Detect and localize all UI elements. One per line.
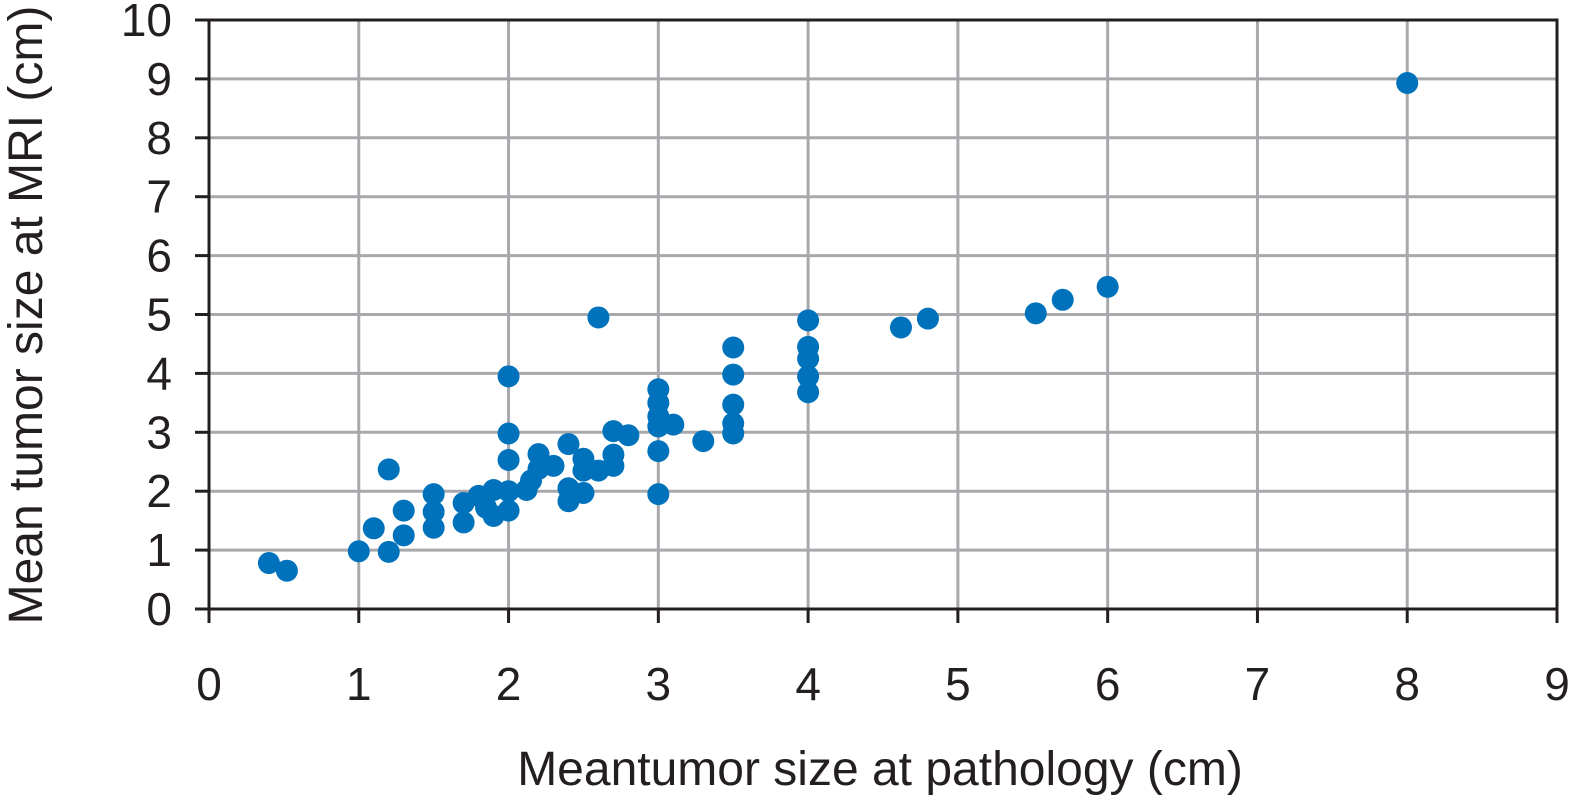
data-point xyxy=(275,559,298,582)
x-tick-label: 2 xyxy=(496,658,522,710)
x-tick-label: 6 xyxy=(1095,658,1121,710)
x-tick-label: 9 xyxy=(1544,658,1570,710)
data-point-layer xyxy=(257,72,1419,582)
data-point xyxy=(497,448,520,471)
axis-layer xyxy=(195,18,1559,623)
data-point xyxy=(1024,302,1047,325)
x-tick-label: 5 xyxy=(945,658,971,710)
data-point xyxy=(797,381,820,404)
data-point xyxy=(722,336,745,359)
x-tick-label: 0 xyxy=(196,658,222,710)
data-point xyxy=(527,443,550,466)
data-point xyxy=(797,365,820,388)
data-point xyxy=(497,365,520,388)
data-point xyxy=(647,378,670,401)
x-axis-title: Meantumor size at pathology (cm) xyxy=(517,743,1243,796)
y-tick-label: 6 xyxy=(146,230,172,282)
x-tick-label: 1 xyxy=(346,658,372,710)
data-point xyxy=(392,499,415,522)
y-tick-label: 10 xyxy=(121,0,172,46)
data-point xyxy=(722,363,745,386)
data-point xyxy=(557,433,580,456)
data-point xyxy=(797,309,820,332)
data-point xyxy=(797,335,820,358)
y-tick-label: 9 xyxy=(146,53,172,105)
data-point xyxy=(542,454,565,477)
data-point xyxy=(572,447,595,470)
data-point xyxy=(572,481,595,504)
data-point xyxy=(497,499,520,522)
data-point xyxy=(452,511,475,534)
data-point xyxy=(662,413,685,436)
grid-layer xyxy=(209,20,1557,609)
y-tick-label: 1 xyxy=(146,524,172,576)
data-point xyxy=(422,500,445,523)
data-point xyxy=(377,540,400,563)
data-point xyxy=(422,516,445,539)
data-point xyxy=(587,306,610,329)
data-point xyxy=(392,524,415,547)
x-tick-label: 3 xyxy=(646,658,672,710)
data-point xyxy=(692,430,715,453)
data-point xyxy=(362,517,385,540)
data-point xyxy=(377,458,400,481)
x-tick-label: 8 xyxy=(1394,658,1420,710)
y-tick-label: 3 xyxy=(146,406,172,458)
data-point xyxy=(602,443,625,466)
data-point xyxy=(347,540,370,563)
data-point xyxy=(1096,275,1119,298)
data-point xyxy=(916,307,939,330)
data-point xyxy=(497,422,520,445)
y-tick-label: 8 xyxy=(146,112,172,164)
data-point xyxy=(422,483,445,506)
tick-label-layer: 0 1 2 3 4 5 6 7 8 9 0 1 2 3 4 5 6 7 8 9 10 xyxy=(121,0,1570,710)
y-tick-label: 2 xyxy=(146,465,172,517)
data-point xyxy=(257,552,280,575)
data-point xyxy=(617,424,640,447)
data-point xyxy=(497,480,520,503)
x-tick-label: 7 xyxy=(1245,658,1271,710)
data-point xyxy=(722,393,745,416)
y-tick-label: 7 xyxy=(146,171,172,223)
y-axis-title: Mean tumor size at MRI (cm) xyxy=(0,6,53,625)
y-tick-label: 0 xyxy=(146,583,172,635)
data-point xyxy=(889,316,912,339)
data-point xyxy=(1396,72,1419,95)
y-tick-label: 5 xyxy=(146,289,172,341)
x-tick-label: 4 xyxy=(795,658,821,710)
data-point xyxy=(647,440,670,463)
data-point xyxy=(1051,288,1074,311)
y-tick-label: 4 xyxy=(146,347,172,399)
data-point xyxy=(722,412,745,435)
data-point xyxy=(647,483,670,506)
